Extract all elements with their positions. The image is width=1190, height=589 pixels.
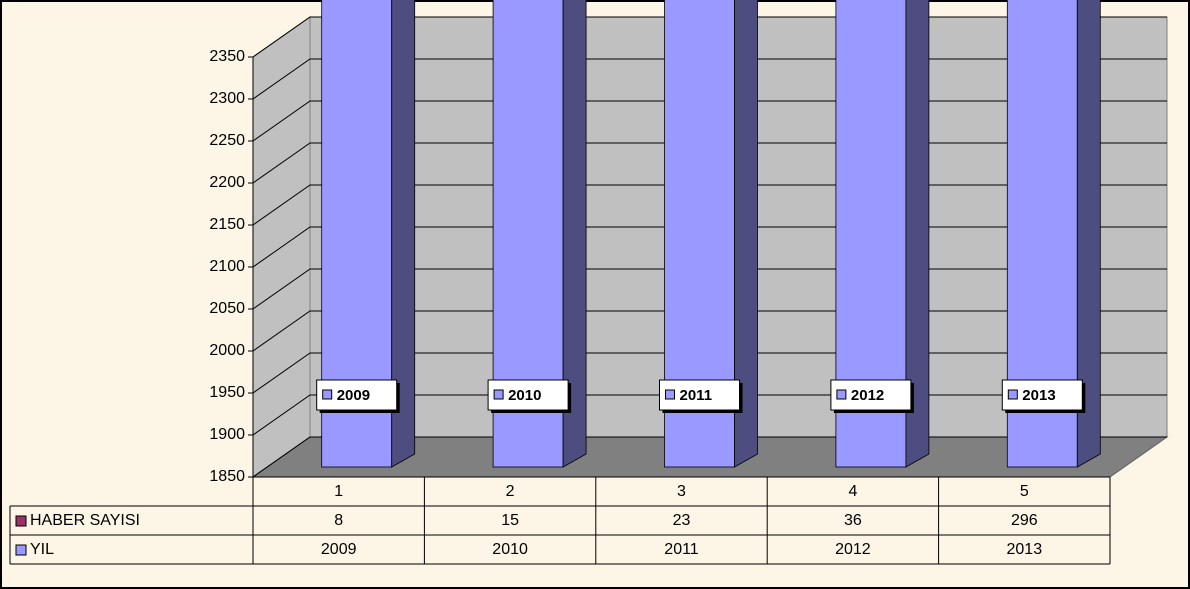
y-tick-label: 2000 (209, 342, 245, 359)
data-label: 2013 (1022, 387, 1055, 404)
bar-side (1076, 0, 1101, 468)
y-tick-label: 2300 (209, 90, 245, 107)
label-key (836, 389, 847, 400)
table-value: 2010 (492, 541, 528, 558)
table-value: 2009 (321, 541, 357, 558)
y-tick-label: 1850 (209, 468, 245, 485)
table-value: 2012 (835, 541, 871, 558)
bar-side (734, 0, 758, 468)
data-label: 2011 (680, 387, 713, 404)
table-value: 2011 (664, 541, 699, 558)
data-label: 2012 (851, 387, 884, 404)
legend-key (15, 515, 27, 527)
table-value: 23 (673, 512, 691, 529)
table-value: 15 (501, 512, 519, 529)
bar-side (391, 0, 416, 468)
x-tick-label: 3 (677, 483, 686, 500)
table-value: 36 (844, 512, 862, 529)
x-tick-label: 2 (506, 483, 515, 500)
bar-side (562, 0, 587, 468)
legend-key (15, 544, 27, 556)
label-box (659, 379, 740, 411)
label-key (1007, 389, 1018, 400)
x-tick-label: 4 (848, 483, 857, 500)
table-value: 8 (334, 512, 343, 529)
table-value: 296 (1011, 512, 1038, 529)
y-tick-label: 1900 (209, 426, 245, 443)
label-key (665, 389, 675, 400)
y-tick-label: 2200 (209, 174, 245, 191)
label-key (322, 389, 333, 400)
y-tick-label: 2150 (209, 216, 245, 233)
y-tick-label: 1950 (209, 384, 245, 401)
y-tick-label: 2050 (209, 300, 245, 317)
legend-label: YIL (30, 541, 54, 558)
y-tick-label: 2350 (209, 48, 245, 65)
label-key (493, 389, 504, 400)
y-tick-label: 2100 (209, 258, 245, 275)
data-label: 2010 (508, 387, 541, 404)
x-tick-label: 5 (1020, 483, 1029, 500)
x-tick-label: 1 (334, 483, 343, 500)
legend-label: HABER SAYISI (30, 512, 140, 529)
bar-side (905, 0, 930, 468)
table-value: 2013 (1007, 541, 1043, 558)
data-label: 2009 (337, 387, 370, 404)
y-tick-label: 2250 (209, 132, 245, 149)
